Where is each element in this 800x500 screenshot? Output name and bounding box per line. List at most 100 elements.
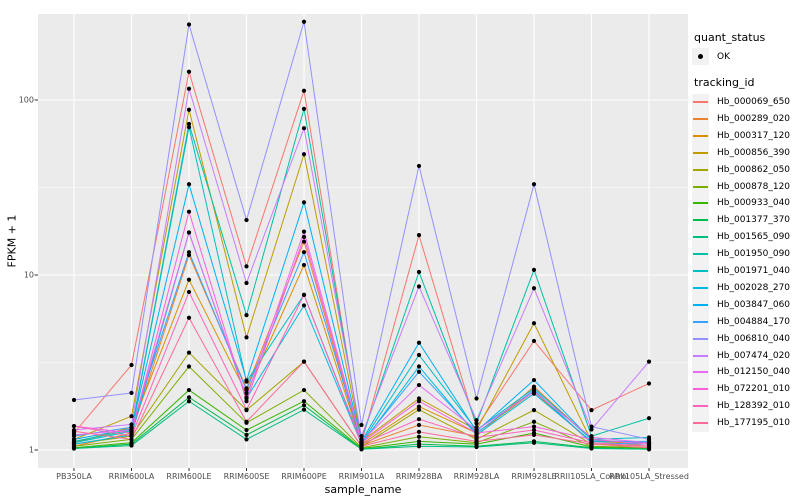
data-point (244, 313, 249, 318)
legend-label-Hb_003847_060: Hb_003847_060 (717, 299, 791, 310)
data-point (416, 369, 422, 374)
line-swatch-icon (693, 337, 708, 340)
x-tick-label: RRII105LA_Stressed (609, 472, 689, 481)
data-point (416, 352, 422, 358)
legend-key-Hb_000289_020 (692, 110, 709, 128)
legend-label-Hb_001565_090: Hb_001565_090 (717, 232, 791, 243)
legend-key-Hb_000862_050 (692, 161, 709, 179)
data-point (416, 382, 422, 388)
data-point (186, 230, 192, 235)
data-point (186, 399, 192, 404)
legend-key-Hb_128392_010 (692, 397, 709, 415)
data-point (646, 445, 652, 450)
data-point (301, 126, 307, 131)
legend-label-Hb_012150_040: Hb_012150_040 (717, 367, 791, 378)
legend-label-Hb_001971_040: Hb_001971_040 (717, 266, 791, 276)
x-tick-label: PB350LA (56, 472, 92, 481)
panel-background (38, 14, 688, 468)
data-point (416, 422, 422, 428)
data-point (301, 399, 307, 404)
data-point (531, 286, 537, 291)
legend-key-Hb_000878_120 (692, 178, 709, 195)
data-point (301, 239, 307, 244)
data-point (301, 234, 307, 240)
legend-key-Hb_007474_020 (692, 347, 709, 364)
data-point (301, 88, 307, 93)
data-point (646, 381, 652, 386)
data-point (531, 408, 537, 413)
x-tick-label: RRIM928LE (511, 472, 557, 481)
data-point (71, 432, 77, 437)
x-tick-label: RRIM600PE (281, 472, 327, 481)
line-swatch-icon (693, 320, 708, 323)
legend-label-Hb_000862_050: Hb_000862_050 (717, 164, 791, 175)
data-point (646, 437, 652, 442)
data-point (186, 315, 192, 320)
data-point (244, 432, 249, 437)
legend-key-Hb_000933_040 (692, 194, 709, 212)
data-point (531, 424, 537, 429)
x-tick-label: RRIM600SE (223, 472, 270, 481)
data-point (531, 338, 537, 344)
legend-key-Hb_000069_650 (692, 93, 709, 111)
data-point (416, 233, 422, 238)
line-swatch-icon (693, 134, 708, 137)
legend-label-Hb_000933_040: Hb_000933_040 (717, 198, 791, 209)
legend-label-Hb_072201_010: Hb_072201_010 (717, 384, 791, 395)
data-point (646, 416, 652, 421)
legend-title-quant-status: quant_status (694, 31, 766, 44)
data-point (531, 419, 537, 424)
data-point (474, 396, 479, 401)
data-point (416, 399, 422, 404)
data-point (244, 280, 249, 286)
legend-key-Hb_003847_060 (692, 296, 709, 314)
data-point (186, 350, 192, 355)
data-point (416, 407, 422, 412)
data-point (301, 359, 307, 364)
data-point (301, 403, 307, 408)
x-axis-title: sample_name (324, 483, 402, 496)
data-point (129, 422, 134, 427)
line-swatch-icon (693, 185, 708, 188)
data-point (589, 446, 594, 451)
legend-key-Hb_004884_170 (692, 313, 709, 331)
data-point (129, 362, 134, 368)
data-point (474, 439, 479, 444)
y-tick-label: 100 (18, 95, 34, 105)
data-point (301, 106, 307, 111)
data-point (244, 217, 249, 223)
legend-label-Hb_177195_010: Hb_177195_010 (717, 418, 791, 429)
data-point (416, 269, 422, 275)
data-point (244, 335, 249, 340)
data-point (531, 432, 537, 437)
line-swatch-icon (693, 117, 708, 120)
data-point (416, 434, 422, 439)
legend-label-Hb_000317_120: Hb_000317_120 (717, 130, 791, 141)
legend-key-ok (692, 48, 709, 65)
data-point (416, 444, 422, 449)
data-point (186, 69, 192, 74)
data-point (244, 378, 249, 383)
data-point (589, 427, 594, 432)
x-tick-label: RRII105LA_Control (554, 472, 629, 481)
data-point (531, 182, 537, 187)
y-tick-label: 10 (23, 270, 34, 280)
legend-key-Hb_001950_090 (692, 245, 709, 263)
data-point (531, 427, 537, 433)
data-point (244, 427, 249, 433)
legend-label-Hb_006810_040: Hb_006810_040 (717, 333, 791, 344)
data-point (71, 446, 77, 451)
x-tick-label: RRIM928LA (453, 472, 500, 481)
data-point (244, 399, 249, 404)
data-point (244, 391, 249, 396)
line-swatch-icon (693, 202, 708, 205)
legend-label-Hb_000069_650: Hb_000069_650 (717, 97, 791, 107)
x-tick-label: RRIM600LE (166, 472, 212, 481)
data-point (301, 387, 307, 393)
legend-label-Hb_007474_020: Hb_007474_020 (717, 350, 791, 361)
data-point (301, 200, 307, 205)
data-point (186, 250, 192, 255)
data-point (301, 152, 307, 157)
data-point (474, 444, 479, 450)
line-swatch-icon (693, 405, 708, 408)
